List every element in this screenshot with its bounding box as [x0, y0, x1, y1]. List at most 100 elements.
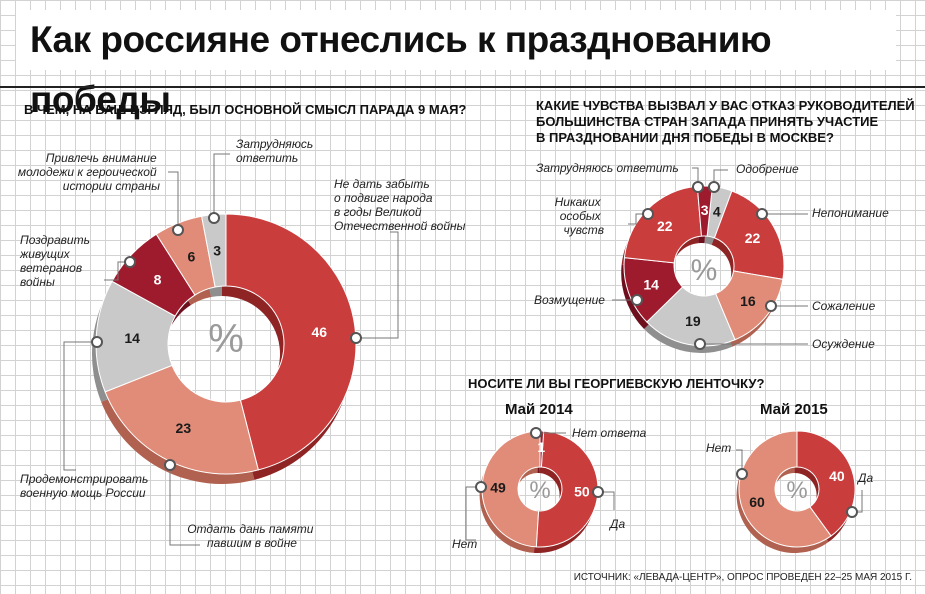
label-c3-s2: Нет ответа	[572, 426, 647, 440]
label-c1-s1: Отдать дань памяти павшим в войне	[187, 522, 317, 550]
chart4-slice-0	[738, 430, 832, 548]
chart1-callout-dot-3	[124, 256, 136, 268]
chart2-value-3: 19	[685, 313, 701, 329]
label-c1-s4: Привлечь внимание молодежи к героической…	[18, 151, 160, 193]
chart2-slice-1	[713, 190, 785, 280]
leader-c1-s4	[168, 171, 179, 230]
label-c4-s0: Да	[856, 471, 873, 485]
chart3-value-0: 49	[490, 480, 506, 496]
label-c2-s4: Возмущение	[534, 293, 605, 307]
label-c2-s5: Никаких особых чувств	[555, 195, 604, 237]
label-c1-s4-line2: молодежи к героической	[18, 165, 157, 179]
leader-c2-s6	[692, 167, 699, 187]
label-c3-s0: Да	[608, 517, 625, 531]
chart2-center-label: %	[691, 254, 718, 287]
chart1-callout-dot-2	[91, 336, 103, 348]
label-c1-s0-line4: Отечественной войны	[334, 219, 466, 233]
chart2-callout-dot-6	[692, 181, 704, 193]
chart2-callout-dot-4	[631, 294, 643, 306]
label-c2-s2: Сожаление	[812, 299, 876, 313]
chart3-slice-1	[535, 430, 599, 548]
chart2-value-0: 4	[713, 203, 721, 219]
label-c2-s5-line2: особых	[560, 209, 602, 223]
leader-c1-s5	[213, 153, 230, 218]
label-c2-s5-line3: чувств	[564, 223, 604, 237]
chart2-value-1: 22	[745, 230, 761, 246]
title-rule	[0, 86, 925, 88]
label-c2-s6: Затрудняюсь ответить	[536, 161, 679, 175]
chart3-callout-dot-1	[475, 481, 487, 493]
chart2-value-2: 16	[740, 293, 756, 309]
label-c2-s3: Осуждение	[812, 337, 875, 351]
chart1-title: В ЧЕМ, НА ВАШ ВЗГЛЯД, БЫЛ ОСНОВНОЙ СМЫСЛ…	[24, 102, 466, 117]
chart1-callout-dot-4	[172, 224, 184, 236]
chart1-center-label: %	[208, 317, 244, 361]
chart1-callout-dot-5	[208, 212, 220, 224]
label-c1-s0: Не дать забыть о подвиге народа в годы В…	[334, 177, 466, 233]
label-c2-s5-line1: Никаких	[555, 195, 602, 209]
leader-c3-s1	[465, 486, 481, 541]
label-c1-s2-line2: военную мощь России	[20, 486, 146, 500]
leader-c1-s1	[169, 465, 200, 546]
chart2-callout-dot-0	[708, 181, 720, 193]
chart1-slice-0	[225, 213, 357, 471]
chart1-value-0: 46	[311, 324, 327, 340]
chart2-callout-dot-3	[694, 338, 706, 350]
label-c1-s1-line1: Отдать дань памяти	[187, 522, 314, 536]
chart2-title-line2: БОЛЬШИНСТВА СТРАН ЗАПАДА ПРИНЯТЬ УЧАСТИЕ	[536, 114, 879, 129]
page-title: Как россияне отнеслись к празднованию по…	[16, 10, 896, 120]
chart2-callout-dot-5	[642, 208, 654, 220]
chart3-subtitle: Май 2014	[505, 401, 573, 418]
chart1-slice-1	[104, 364, 259, 475]
chart2-value-4: 14	[643, 276, 659, 292]
label-c2-s1: Непонимание	[812, 206, 889, 220]
label-c1-s0-line3: в годы Великой	[334, 205, 422, 219]
label-c1-s0-line1: Не дать забыть	[334, 177, 430, 191]
chart3-center-label: %	[529, 477, 550, 504]
chart3-value-2: 1	[537, 439, 545, 455]
chart2-title-line3: В ПРАЗДНОВАНИИ ДНЯ ПОБЕДЫ В МОСКВЕ?	[536, 130, 834, 145]
chart1-value-3: 8	[154, 272, 162, 288]
chart2-value-5: 22	[657, 218, 673, 234]
chart2-slice-3	[646, 286, 736, 347]
chart4-subtitle: Май 2015	[760, 401, 828, 418]
donut-rings-layer	[92, 185, 856, 554]
chart2-callout-dot-2	[765, 300, 777, 312]
label-c1-s2: Продемонстрировать военную мощь России	[20, 472, 152, 500]
label-c1-s3-line2: живущих	[19, 247, 71, 261]
leader-c1-s2	[63, 341, 97, 471]
chart3-slice-0	[481, 430, 541, 548]
leader-c1-s0	[356, 231, 399, 339]
chart1-callout-dot-1	[164, 459, 176, 471]
chart2-title-line1: КАКИЕ ЧУВСТВА ВЫЗВАЛ У ВАС ОТКАЗ РУКОВОД…	[536, 98, 915, 113]
chart2-value-6: 3	[701, 202, 709, 218]
label-c1-s5: Затрудняюсь ответить	[236, 137, 317, 165]
chart1-value-2: 14	[124, 330, 140, 346]
label-c1-s3-line1: Поздравить	[20, 233, 90, 247]
label-c3-s1: Нет	[452, 537, 477, 551]
leader-c4-s1	[736, 449, 743, 474]
chart3-callout-dot-0	[592, 486, 604, 498]
chart1-callout-dot-0	[350, 332, 362, 344]
label-c1-s3: Поздравить живущих ветеранов войны	[19, 233, 93, 289]
label-c1-s4-line1: Привлечь внимание	[46, 151, 157, 165]
label-c1-s5-line2: ответить	[236, 151, 298, 165]
chart4-center-label: %	[786, 477, 807, 504]
label-c4-s1: Нет	[706, 441, 731, 455]
label-c1-s3-line3: ветеранов	[20, 261, 82, 275]
label-c1-s0-line2: о подвиге народа	[334, 191, 433, 205]
label-c1-s5-line1: Затрудняюсь	[236, 137, 313, 151]
source-note: ИСТОЧНИК: «ЛЕВАДА-ЦЕНТР», ОПРОС ПРОВЕДЕН…	[574, 572, 912, 583]
chart2-title: КАКИЕ ЧУВСТВА ВЫЗВАЛ У ВАС ОТКАЗ РУКОВОД…	[536, 98, 918, 145]
label-c1-s1-line2: павшим в войне	[207, 536, 297, 550]
chart3-title: НОСИТЕ ЛИ ВЫ ГЕОРГИЕВСКУЮ ЛЕНТОЧКУ?	[468, 376, 765, 391]
chart2-callout-dot-1	[756, 208, 768, 220]
chart4-callout-dot-1	[736, 468, 748, 480]
chart1-value-1: 23	[176, 420, 192, 436]
chart1-value-4: 6	[187, 249, 195, 265]
leader-lines	[63, 153, 863, 546]
chart4-slice-1	[796, 430, 856, 537]
chart3-callout-dot-2	[530, 427, 542, 439]
